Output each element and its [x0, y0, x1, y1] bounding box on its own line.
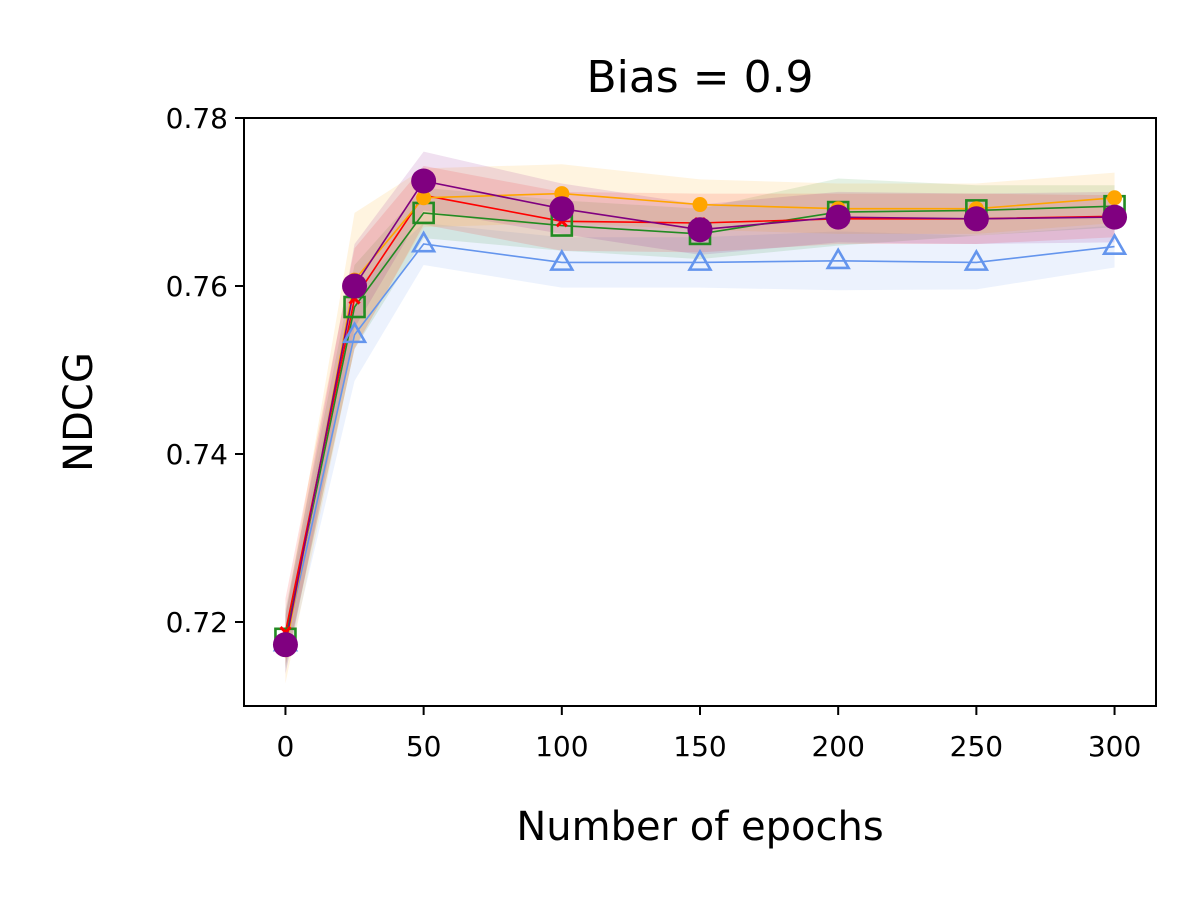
marker-series-5-point-8 — [1102, 204, 1128, 230]
marker-series-5-point-7 — [963, 206, 989, 232]
marker-series-1-point-5 — [687, 248, 713, 271]
line-series-5 — [284, 180, 1115, 645]
x-axis-label: Number of epochs — [516, 804, 883, 850]
band-series-2 — [285, 178, 1115, 669]
marker-series-1-point-6 — [825, 247, 851, 270]
marker-series-5-point-1 — [272, 632, 298, 658]
x-tick-label: 50 — [406, 730, 442, 763]
y-tick-label: 0.74 — [166, 438, 228, 471]
chart-title: Bias = 0.9 — [586, 52, 813, 103]
x-tick-label: 250 — [950, 730, 1003, 763]
y-axis-label: NDCG — [56, 352, 102, 472]
marker-series-4-point-5 — [692, 197, 708, 213]
marker-series-4-point-8 — [1107, 190, 1123, 206]
y-tick-label: 0.76 — [166, 270, 228, 303]
marker-series-1-point-2 — [341, 321, 368, 344]
series-markers — [272, 168, 1128, 658]
marker-series-1-point-4 — [549, 248, 575, 271]
marker-series-4-point-3 — [416, 190, 432, 206]
marker-series-5-point-2 — [342, 273, 368, 299]
marker-series-5-point-4 — [549, 196, 575, 222]
marker-series-5-point-3 — [411, 168, 437, 194]
band-series-1 — [285, 223, 1115, 673]
axes: 0 50 100 150 200 250 300 0.72 0.74 0.76 0.78 — [166, 102, 1157, 763]
x-tick-label: 0 — [277, 730, 295, 763]
line-series-2 — [284, 205, 1115, 639]
marker-series-1-point-3 — [410, 230, 437, 253]
x-tick-label: 150 — [673, 730, 726, 763]
line-series-1 — [284, 243, 1115, 644]
x-tick-label: 300 — [1088, 730, 1141, 763]
line-series-4 — [284, 192, 1115, 650]
band-series-4 — [285, 164, 1115, 684]
y-tick-label: 0.78 — [166, 102, 228, 135]
marker-series-5-point-6 — [825, 204, 851, 230]
marker-series-1-point-7 — [963, 248, 990, 271]
marker-series-1-point-8 — [1101, 232, 1128, 255]
y-tick-label: 0.72 — [166, 606, 228, 639]
x-tick-label: 200 — [811, 730, 864, 763]
x-tick-label: 100 — [535, 730, 588, 763]
band-series-3 — [285, 165, 1115, 666]
marker-series-5-point-5 — [687, 217, 713, 243]
